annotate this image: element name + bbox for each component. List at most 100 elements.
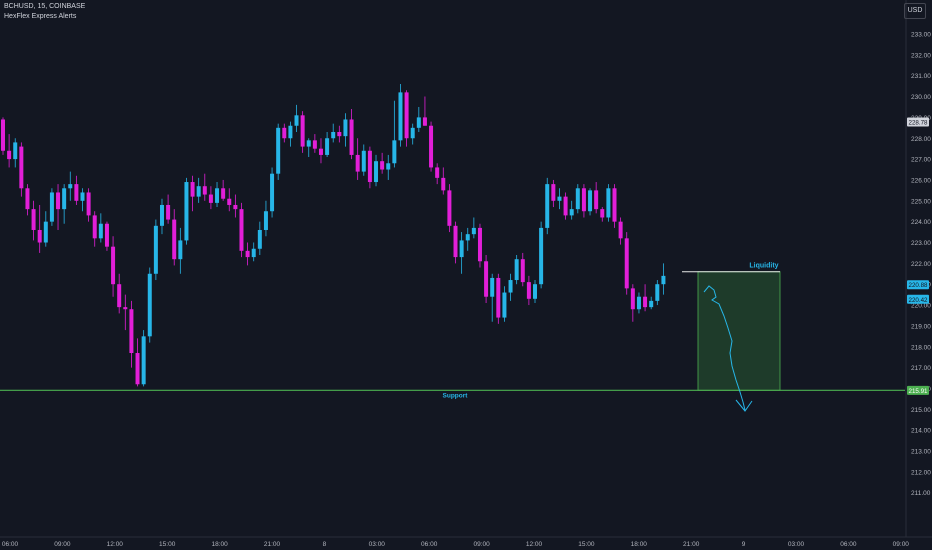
candle xyxy=(349,109,354,160)
candle-body xyxy=(557,196,562,201)
candle xyxy=(643,284,648,312)
candle-body xyxy=(539,227,544,285)
time-tick-label: 12:00 xyxy=(107,541,124,548)
candle xyxy=(62,184,67,224)
candle-body xyxy=(86,192,91,216)
candle-body xyxy=(56,192,61,210)
candle xyxy=(43,211,48,247)
candle xyxy=(398,84,403,147)
candle xyxy=(600,207,605,222)
candle-body xyxy=(141,336,146,385)
candle xyxy=(588,188,593,216)
candle xyxy=(92,211,97,247)
price-label-support: 215.91 xyxy=(907,385,929,395)
candle-body xyxy=(312,140,317,149)
time-tick-label: 09:00 xyxy=(893,541,910,548)
candle xyxy=(196,177,201,203)
time-tick-label: 06:00 xyxy=(421,541,438,548)
candle xyxy=(19,142,24,197)
candle xyxy=(386,154,391,180)
candle xyxy=(172,209,177,266)
time-tick-label: 09:00 xyxy=(54,541,71,548)
candle-body xyxy=(306,140,311,147)
candle-body xyxy=(422,117,427,126)
candle-body xyxy=(514,259,519,281)
candle-body xyxy=(263,211,268,230)
candle xyxy=(496,273,501,324)
candle-body xyxy=(477,227,482,262)
candle xyxy=(636,292,641,314)
candle-body xyxy=(569,209,574,216)
candle-body xyxy=(92,215,97,239)
target-zone-box xyxy=(697,271,781,391)
candle xyxy=(630,284,635,322)
candle xyxy=(245,242,250,266)
candle-body xyxy=(245,250,250,258)
candle xyxy=(325,131,330,158)
candle xyxy=(508,273,513,301)
candle xyxy=(514,255,519,285)
currency-button[interactable]: USD xyxy=(904,3,926,19)
candle-body xyxy=(129,309,134,354)
candle xyxy=(178,227,183,274)
candle xyxy=(563,192,568,220)
candle-body xyxy=(331,131,336,139)
candle-body xyxy=(37,229,42,243)
candle xyxy=(392,100,397,168)
candle xyxy=(276,123,281,180)
candle-body xyxy=(184,182,189,241)
price-tick-label: 226.00 xyxy=(911,177,931,184)
candle-body xyxy=(202,186,207,195)
candle-body xyxy=(643,296,648,308)
candle-body xyxy=(655,284,660,301)
candle xyxy=(129,300,134,368)
price-tick-label: 223.00 xyxy=(911,240,931,247)
candle-body xyxy=(581,188,586,212)
candle xyxy=(575,184,580,214)
candle-body xyxy=(31,209,36,230)
price-tick-label: 228.00 xyxy=(911,136,931,143)
candle-body xyxy=(563,196,568,216)
candle xyxy=(502,286,507,322)
candle-body xyxy=(441,177,446,191)
candle-body xyxy=(594,190,599,210)
candle xyxy=(239,202,244,258)
price-tick-label: 232.00 xyxy=(911,52,931,59)
candle-body xyxy=(416,117,421,128)
time-tick-label: 21:00 xyxy=(264,541,281,548)
price-tick-label: 211.00 xyxy=(911,490,931,497)
candle xyxy=(184,177,189,245)
candle-body xyxy=(624,238,629,289)
candle xyxy=(257,221,262,256)
candle xyxy=(68,171,73,201)
candle-body xyxy=(606,188,611,218)
candle xyxy=(331,123,336,143)
indicator-name: HexFlex Express Alerts xyxy=(4,13,77,20)
candle-body xyxy=(447,190,452,226)
candle-body xyxy=(215,188,220,203)
projection-arrow-head xyxy=(735,399,753,412)
candle-body xyxy=(147,273,152,337)
candle-body xyxy=(361,150,366,172)
candle xyxy=(520,252,525,287)
symbol-title: BCHUSD, 15, COINBASE xyxy=(4,3,86,10)
candle-body xyxy=(318,148,323,155)
candle xyxy=(141,330,146,387)
candle xyxy=(221,179,226,201)
candle-body xyxy=(172,219,177,260)
candle-body xyxy=(43,221,48,243)
candle xyxy=(441,167,446,195)
candle-body xyxy=(1,119,5,151)
price-tick-label: 225.00 xyxy=(911,198,931,205)
candle-body xyxy=(117,284,122,308)
candle xyxy=(380,152,385,174)
candle xyxy=(202,173,207,201)
candle xyxy=(294,104,299,132)
candle-body xyxy=(288,125,293,139)
time-tick-label: 18:00 xyxy=(211,541,228,548)
candle xyxy=(343,113,348,147)
time-tick-label: 12:00 xyxy=(526,541,543,548)
candle-body xyxy=(465,234,470,241)
time-axis[interactable]: 06:00 09:00 12:00 15:00 18:00 21:00 8 03:00 06:0… xyxy=(0,536,932,548)
